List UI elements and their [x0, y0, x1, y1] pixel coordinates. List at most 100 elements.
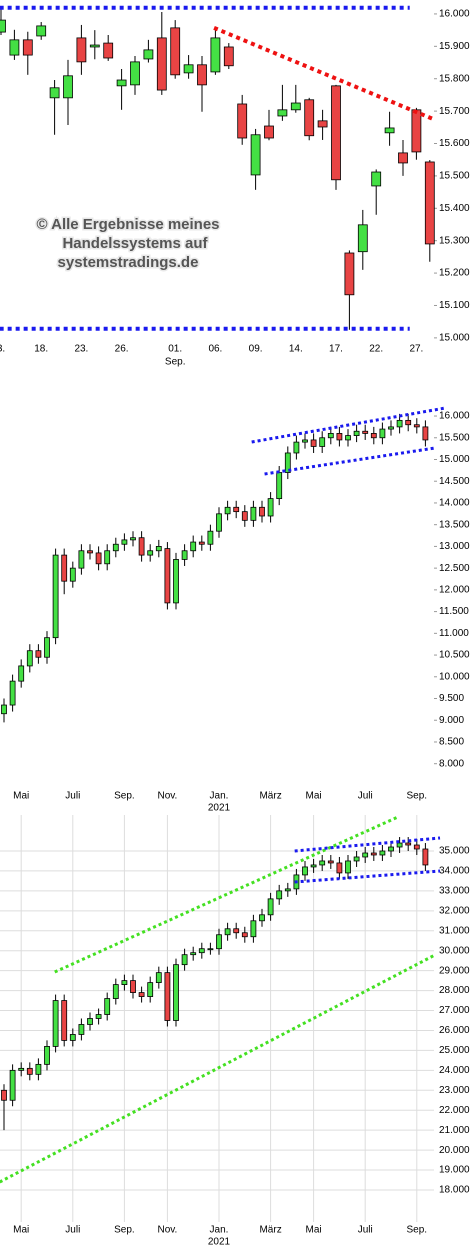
candle-body [345, 435, 351, 441]
candle-body [284, 888, 291, 892]
x-tick-label: Nov. [157, 1225, 177, 1236]
candle-body [362, 430, 369, 434]
candle-body [241, 511, 248, 521]
candle-body [181, 954, 188, 966]
candle-body [116, 79, 127, 87]
candle-body [0, 19, 6, 33]
trend-line [213, 26, 436, 122]
candle-body [250, 506, 257, 521]
y-tick-label: 15.800 [439, 73, 470, 84]
candle-body [250, 134, 261, 176]
x-tick-label: Sep. [407, 791, 428, 802]
y-tick-label: 33.000 [439, 886, 470, 897]
candle-body [353, 430, 360, 436]
y-tick-label: 14.000 [439, 498, 470, 509]
candle-body [1, 704, 7, 715]
candle-body [26, 650, 33, 667]
x-tick-label: Juli [65, 1225, 80, 1236]
candle-body [138, 992, 145, 997]
candle-body [130, 61, 140, 86]
y-tick-label: 12.500 [439, 563, 470, 574]
candle-body [319, 437, 326, 447]
candle-body [78, 550, 85, 569]
candle-body [197, 64, 207, 86]
chart-panel: 18.000 19.000 20.000 21.000 22.000 23.000 24.0… [0, 815, 470, 1248]
candle-body [52, 1000, 59, 1047]
watermark: © Alle Ergebnisse meines [36, 216, 219, 233]
candle-body [267, 898, 274, 916]
candle-body [95, 552, 102, 565]
candle-body [396, 419, 403, 428]
candle-body [173, 964, 179, 1021]
candle-body [379, 850, 386, 856]
y-tick-label: 20.000 [439, 1145, 470, 1156]
candle-body [130, 980, 136, 993]
candle-body [370, 433, 377, 439]
y-tick-label: 16.000 [439, 9, 470, 20]
x-tick-label: 06. [208, 344, 222, 355]
x-tick-label: Sep. [114, 1225, 135, 1236]
candle-body [310, 864, 317, 868]
candle-body [35, 650, 42, 658]
y-tick-label: 22.000 [439, 1105, 470, 1116]
x-tick-label: Mai [306, 1225, 322, 1236]
candle-body [224, 928, 231, 936]
candle-body [233, 928, 240, 934]
trend-line [251, 406, 446, 444]
candle-body [327, 860, 334, 864]
candle-body [264, 125, 274, 139]
candle-body [138, 537, 145, 556]
candle-body [121, 980, 128, 985]
y-tick-label: 12.000 [439, 585, 470, 596]
candle-body [413, 424, 420, 428]
candle-body [424, 161, 435, 245]
y-tick-label: 15.100 [439, 300, 470, 311]
candle-body [173, 559, 179, 604]
x-tick-label: Juli [358, 1225, 373, 1236]
candle-body [331, 85, 341, 181]
x-tick-label: 14. [289, 344, 303, 355]
candle-body [302, 439, 308, 443]
candle-body [143, 49, 154, 60]
candle-body [190, 952, 197, 956]
y-tick-label: 15.500 [439, 432, 470, 443]
y-tick-label: 34.000 [439, 866, 470, 877]
candle-body [388, 426, 394, 430]
y-tick-label: 25.000 [439, 1045, 470, 1056]
candle-body [422, 426, 429, 441]
candle-body [259, 914, 265, 922]
candle-body [319, 860, 326, 866]
candle-body [293, 441, 300, 454]
y-tick-label: 30.000 [439, 945, 470, 956]
x-tick-label: Juli [65, 791, 80, 802]
y-tick-label: 28.000 [439, 985, 470, 996]
trend-line [54, 815, 399, 974]
x-sub-label: 2021 [208, 803, 231, 814]
candle-body [370, 852, 377, 856]
y-tick-label: 10.000 [439, 671, 470, 682]
candle-body [371, 171, 382, 187]
candle-body [52, 554, 59, 639]
candle-body [336, 862, 343, 874]
y-tick-label: 23.000 [439, 1085, 470, 1096]
x-sub-label: Sep. [165, 357, 186, 368]
y-tick-label: 15.200 [439, 268, 470, 279]
candle-body [317, 120, 328, 128]
candle-body [36, 25, 47, 37]
candle-body [223, 46, 234, 67]
candle-body [26, 1067, 33, 1075]
candle-body [61, 554, 68, 582]
x-tick-label: 01. [168, 344, 182, 355]
candle-body [87, 550, 93, 554]
y-tick-label: 11.000 [439, 628, 469, 639]
candle-body [284, 452, 291, 473]
candle-body [290, 102, 301, 111]
candle-body [22, 39, 33, 56]
y-tick-label: 19.000 [439, 1165, 470, 1176]
y-tick-label: 27.000 [439, 1005, 470, 1016]
candle-body [18, 665, 25, 682]
candle-body [130, 537, 136, 541]
candle-body [210, 37, 221, 73]
y-tick-label: 10.500 [439, 650, 470, 661]
